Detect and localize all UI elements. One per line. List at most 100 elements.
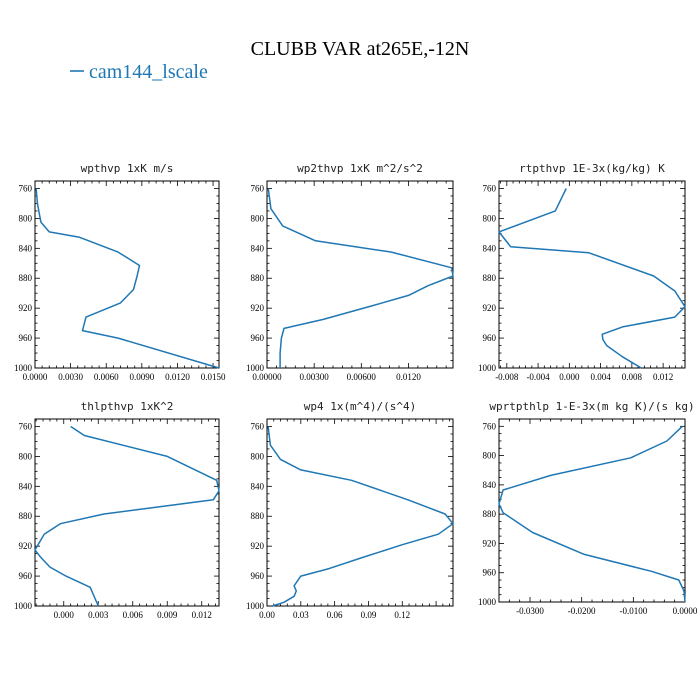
x-tick-label: 0.012: [653, 372, 673, 382]
y-tick-label: 800: [19, 451, 33, 461]
x-tick-label: 0.09: [361, 610, 377, 620]
plot-frame: [34, 180, 220, 369]
plot-frame: [34, 418, 220, 607]
y-tick-label: 920: [483, 303, 497, 313]
series-line: [498, 188, 686, 369]
panel-title: wpthvp 1xK m/s: [81, 162, 174, 175]
panel-title: wp4 1x(m^4)/(s^4): [304, 400, 417, 413]
x-tick-label: 0.009: [157, 610, 178, 620]
y-tick-label: 960: [19, 571, 33, 581]
panel-3: rtpthvp 1E-3x(kg/kg) K 760 800 840 880 920 960…: [478, 162, 686, 382]
y-tick-label: 1000: [14, 363, 33, 373]
series-line: [498, 425, 686, 603]
x-tick-label: 0.03: [293, 610, 309, 620]
y-tick-label: 880: [19, 511, 33, 521]
y-tick-label: 920: [483, 538, 497, 548]
y-tick-label: 760: [483, 183, 497, 193]
panel-title: rtpthvp 1E-3x(kg/kg) K: [519, 162, 665, 175]
y-tick-label: 960: [251, 571, 265, 581]
x-tick-label: 0.12: [394, 610, 410, 620]
panel-2: wp2thvp 1xK m^2/s^2 760 800 840 880 920 960 100…: [246, 162, 454, 382]
y-tick-label: 760: [19, 183, 33, 193]
x-tick-label: 0.0000: [673, 606, 698, 616]
y-tick-label: 840: [483, 480, 497, 490]
y-tick-label: 880: [251, 511, 265, 521]
panel-title: wprtpthlp 1-E-3x(m kg K)/(s kg): [489, 400, 694, 413]
y-tick-label: 840: [19, 481, 33, 491]
y-tick-label: 920: [251, 541, 265, 551]
y-tick-label: 800: [483, 213, 497, 223]
y-tick-label: 920: [19, 541, 33, 551]
x-tick-label: 0.0120: [396, 372, 421, 382]
y-tick-label: 920: [251, 303, 265, 313]
y-tick-label: 880: [483, 509, 497, 519]
plot-frame: [266, 418, 454, 607]
plot-frame: [498, 180, 686, 369]
x-tick-label: -0.004: [526, 372, 550, 382]
x-tick-label: -0.0200: [568, 606, 596, 616]
x-tick-label: 0.00000: [252, 372, 282, 382]
y-tick-label: 760: [19, 421, 33, 431]
series-line: [267, 188, 454, 368]
x-tick-label: 0.000: [54, 610, 75, 620]
y-tick-label: 760: [483, 421, 497, 431]
x-tick-label: 0.06: [327, 610, 343, 620]
x-tick-label: -0.0300: [516, 606, 544, 616]
x-tick-label: -0.0100: [619, 606, 647, 616]
x-tick-label: 0.0090: [129, 372, 154, 382]
y-tick-label: 960: [251, 333, 265, 343]
x-tick-label: 0.0150: [201, 372, 226, 382]
y-tick-label: 1000: [478, 597, 497, 607]
panel-6: wprtpthlp 1-E-3x(m kg K)/(s kg) 760 800 840…: [478, 400, 698, 616]
y-tick-label: 840: [483, 243, 497, 253]
y-tick-label: 960: [19, 333, 33, 343]
y-tick-label: 800: [19, 213, 33, 223]
plot-frame: [266, 180, 454, 369]
y-tick-label: 960: [483, 333, 497, 343]
x-tick-label: 0.006: [123, 610, 144, 620]
y-tick-label: 760: [251, 421, 265, 431]
series-line: [34, 425, 220, 607]
plot-frame: [498, 418, 686, 603]
x-tick-label: 0.0000: [23, 372, 48, 382]
y-tick-label: 1000: [246, 601, 265, 611]
y-tick-label: 1000: [246, 363, 265, 373]
x-tick-label: 0.00600: [347, 372, 377, 382]
panel-4: thlpthvp 1xK^2 760 800 840 880 920 960 1000 0.00…: [14, 400, 220, 620]
panel-1: wpthvp 1xK m/s76080084088092096010000.00…: [14, 162, 226, 382]
y-tick-label: 840: [19, 243, 33, 253]
y-tick-label: 1000: [14, 601, 33, 611]
x-tick-label: 0.012: [192, 610, 212, 620]
y-tick-label: 880: [19, 273, 33, 283]
y-tick-label: 760: [251, 183, 265, 193]
chart-panels: wpthvp 1xK m/s76080084088092096010000.00…: [14, 162, 698, 620]
y-tick-label: 880: [483, 273, 497, 283]
y-tick-label: 880: [251, 273, 265, 283]
x-tick-label: 0.00300: [300, 372, 330, 382]
x-tick-label: 0.0030: [58, 372, 83, 382]
y-tick-label: 840: [251, 243, 265, 253]
y-tick-label: 920: [19, 303, 33, 313]
x-tick-label: 0.003: [88, 610, 109, 620]
legend: cam144_lscale: [70, 61, 208, 83]
x-tick-label: 0.004: [590, 372, 611, 382]
series-line: [267, 426, 454, 607]
legend-label: cam144_lscale: [89, 61, 208, 83]
x-tick-label: 0.0120: [165, 372, 190, 382]
y-tick-label: 800: [483, 451, 497, 461]
y-tick-label: 800: [251, 213, 265, 223]
x-tick-label: -0.008: [495, 372, 519, 382]
y-tick-label: 960: [483, 568, 497, 578]
panel-title: wp2thvp 1xK m^2/s^2: [297, 162, 423, 175]
y-tick-label: 840: [251, 481, 265, 491]
y-tick-label: 1000: [478, 363, 497, 373]
panel-5: wp4 1x(m^4)/(s^4) 760 800 840 880 920 960 1000 0…: [246, 400, 454, 620]
x-tick-label: 0.0060: [94, 372, 119, 382]
figure-title: CLUBB VAR at265E,-12N: [251, 38, 470, 60]
x-tick-label: 0.008: [622, 372, 643, 382]
y-tick-label: 800: [251, 451, 265, 461]
x-tick-label: 0.000: [559, 372, 580, 382]
panel-title: thlpthvp 1xK^2: [81, 400, 174, 413]
series-line: [35, 188, 220, 369]
